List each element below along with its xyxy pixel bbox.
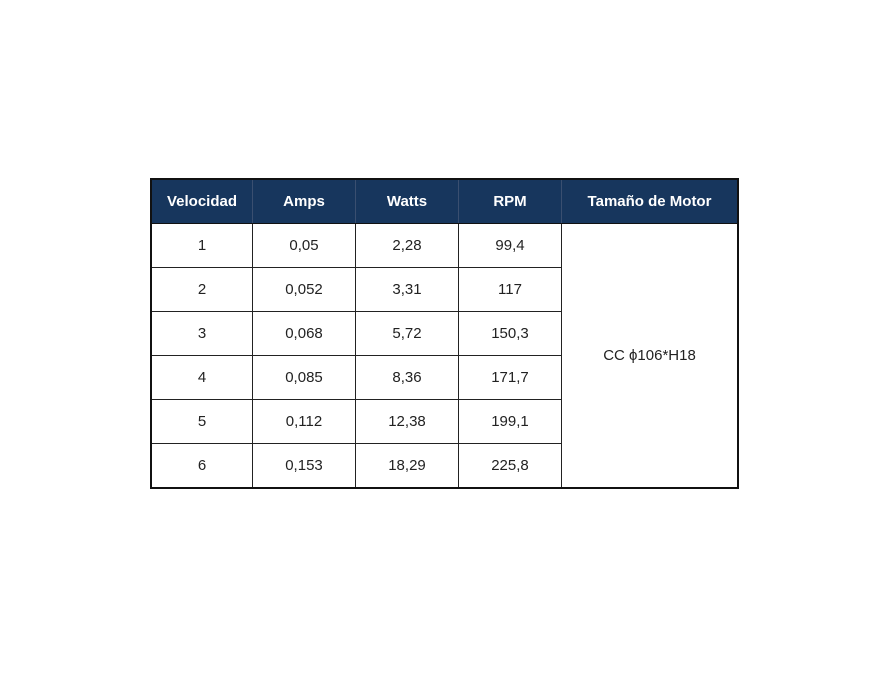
- cell-rpm: 150,3: [458, 311, 562, 356]
- cell-amps: 0,05: [252, 223, 356, 268]
- cell-rpm: 99,4: [458, 223, 562, 268]
- cell-rpm: 117: [458, 267, 562, 312]
- cell-velocidad: 4: [150, 355, 253, 400]
- cell-amps: 0,085: [252, 355, 356, 400]
- header-row: Velocidad Amps Watts RPM Tamaño de Motor: [150, 178, 739, 224]
- cell-watts: 2,28: [355, 223, 459, 268]
- cell-watts: 12,38: [355, 399, 459, 444]
- cell-amps: 0,112: [252, 399, 356, 444]
- cell-motor-size: CC ϕ106*H18: [561, 223, 739, 489]
- table-row: 1 0,05 2,28 99,4 CC ϕ106*H18: [150, 223, 739, 489]
- table-row: 6 0,153 18,29 225,8: [150, 443, 738, 489]
- cell-amps: 0,052: [252, 267, 356, 312]
- header-amps: Amps: [252, 178, 356, 224]
- cell-watts: 5,72: [355, 311, 459, 356]
- header-watts: Watts: [355, 178, 459, 224]
- cell-velocidad: 6: [150, 443, 253, 489]
- cell-watts: 8,36: [355, 355, 459, 400]
- header-velocidad: Velocidad: [150, 178, 253, 224]
- table-row: 2 0,052 3,31 117: [150, 267, 738, 312]
- cell-rpm: 199,1: [458, 399, 562, 444]
- cell-velocidad: 2: [150, 267, 253, 312]
- cell-rpm: 225,8: [458, 443, 562, 489]
- cell-velocidad: 3: [150, 311, 253, 356]
- header-rpm: RPM: [458, 178, 562, 224]
- cell-watts: 3,31: [355, 267, 459, 312]
- cell-velocidad: 5: [150, 399, 253, 444]
- cell-watts: 18,29: [355, 443, 459, 489]
- table-row: 5 0,112 12,38 199,1: [150, 399, 738, 444]
- cell-amps: 0,068: [252, 311, 356, 356]
- cell-amps: 0,153: [252, 443, 356, 489]
- table-row: 4 0,085 8,36 171,7: [150, 355, 738, 400]
- motor-spec-table: Velocidad Amps Watts RPM Tamaño de Motor…: [150, 178, 739, 489]
- cell-rpm: 171,7: [458, 355, 562, 400]
- header-motor-size: Tamaño de Motor: [561, 178, 739, 224]
- table-row: 3 0,068 5,72 150,3: [150, 311, 738, 356]
- cell-velocidad: 1: [150, 223, 253, 268]
